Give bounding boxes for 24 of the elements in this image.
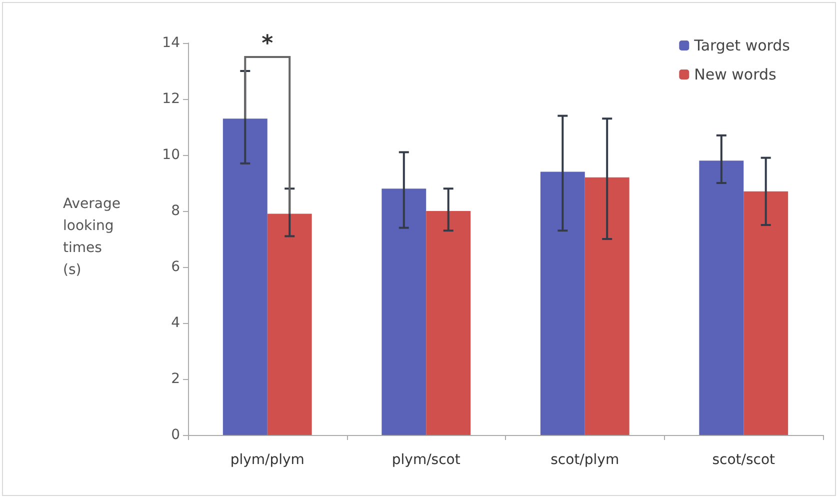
y-tick-label: 6 bbox=[171, 259, 180, 275]
legend-label: Target words bbox=[693, 36, 790, 54]
annotation: * bbox=[262, 32, 274, 56]
y-tick-label: 8 bbox=[171, 203, 180, 219]
y-tick-label: 2 bbox=[171, 371, 180, 387]
x-tick-label: scot/plym bbox=[550, 452, 620, 468]
x-tick-label: plym/scot bbox=[392, 452, 461, 468]
y-tick-label: 0 bbox=[171, 427, 180, 443]
bar bbox=[267, 214, 312, 435]
bar bbox=[382, 188, 426, 435]
bar bbox=[699, 160, 744, 435]
bar bbox=[584, 177, 630, 435]
bar bbox=[222, 118, 268, 435]
bar bbox=[540, 172, 585, 435]
x-tick-label: plym/plym bbox=[230, 452, 304, 468]
bar bbox=[744, 191, 788, 435]
y-tick-label: 12 bbox=[162, 91, 180, 107]
y-tick-label: 4 bbox=[171, 315, 180, 331]
x-tick-label: scot/scot bbox=[712, 452, 776, 468]
y-axis-title: Average looking times (s) bbox=[63, 196, 120, 278]
y-tick-label: 14 bbox=[162, 35, 180, 51]
legend-label: New words bbox=[694, 66, 776, 84]
y-tick-label: 10 bbox=[162, 147, 180, 163]
bar bbox=[426, 211, 471, 435]
